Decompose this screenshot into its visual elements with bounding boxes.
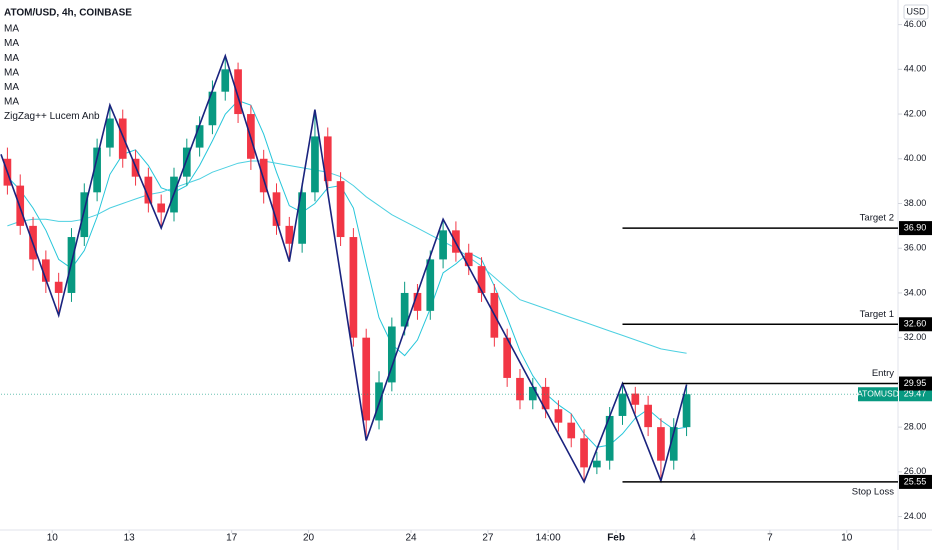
indicator-label: MA	[4, 38, 19, 49]
candle-body	[605, 415, 614, 461]
candle-body	[618, 393, 627, 416]
level-tag	[899, 376, 932, 391]
x-tick-label: 10	[47, 533, 59, 544]
y-tick-label: 42.00	[904, 108, 927, 118]
x-tick-label: 13	[124, 533, 136, 544]
x-tick-label: 24	[405, 533, 417, 544]
candle-body	[259, 158, 268, 193]
y-tick-label: 26.00	[904, 466, 927, 476]
candle-body	[208, 91, 217, 126]
candle-body	[541, 386, 550, 410]
level-tag	[899, 317, 932, 332]
x-tick-label: 20	[303, 533, 315, 544]
moving-average	[7, 160, 687, 354]
candle-body	[182, 147, 191, 177]
candle-body	[157, 203, 166, 213]
y-tick-label: 32.00	[904, 332, 927, 342]
candle-body	[477, 266, 486, 293]
candle-body	[580, 438, 588, 468]
candle-body	[42, 259, 50, 282]
candle-body	[285, 225, 294, 244]
candle-body	[221, 69, 230, 92]
candle-body	[413, 292, 422, 311]
indicator-label: MA	[4, 67, 19, 78]
price-tag-label: 29.47	[904, 389, 927, 399]
candle-body	[400, 292, 409, 327]
candle-body	[93, 147, 101, 193]
candle-body	[323, 136, 332, 182]
candle-body	[144, 176, 153, 204]
level-name: Target 1	[860, 309, 894, 320]
candle-body	[682, 394, 691, 428]
price-tag	[899, 387, 932, 402]
candle-body	[593, 460, 601, 468]
level-tag	[899, 221, 932, 236]
symbol-tag-label: ATOMUSD	[857, 389, 899, 399]
candle-body	[118, 118, 127, 159]
candle-body	[195, 125, 204, 148]
candle-body	[554, 409, 563, 423]
y-tick-label: 34.00	[904, 287, 927, 297]
y-tick-label: 24.00	[904, 511, 927, 521]
candle-body	[272, 192, 281, 226]
candle-body	[387, 326, 396, 383]
candle-body	[54, 281, 63, 293]
level-name: Target 2	[860, 213, 894, 224]
x-tick-label: 4	[690, 533, 696, 544]
x-tick-label: 10	[841, 533, 853, 544]
candle-body	[528, 386, 537, 401]
x-tick-label: 14:00	[536, 533, 561, 544]
candle-body	[669, 427, 678, 461]
chart-title: ATOM/USD, 4h, COINBASE	[4, 8, 132, 19]
level-tag-label: 25.55	[904, 476, 927, 486]
indicator-label: ZigZag++ Lucem Anb	[4, 111, 100, 122]
x-tick-label: 17	[226, 533, 238, 544]
level-tag-label: 36.90	[904, 222, 927, 232]
indicator-label: MA	[4, 82, 19, 93]
candle-body	[439, 230, 447, 260]
level-tag-label: 29.95	[904, 378, 927, 388]
y-tick-label: 44.00	[904, 64, 927, 74]
candle-body	[336, 181, 345, 238]
candle-body	[80, 192, 89, 238]
candle-body	[516, 377, 524, 401]
y-tick-label: 28.00	[904, 422, 927, 432]
candle-body	[298, 192, 306, 244]
candle-body	[362, 337, 371, 421]
candle-body	[311, 136, 319, 193]
currency: USD	[906, 6, 926, 16]
x-tick-label: Feb	[607, 533, 625, 544]
level-name: Entry	[872, 368, 894, 379]
y-tick-label: 38.00	[904, 198, 927, 208]
candle-body	[631, 393, 640, 405]
level-tag-label: 32.60	[904, 319, 927, 329]
level-name: Stop Loss	[852, 486, 894, 497]
candle-body	[349, 237, 358, 338]
candle-body	[426, 259, 435, 311]
symbol-tag	[858, 387, 898, 402]
candle-body	[503, 337, 512, 378]
indicator-label: MA	[4, 97, 19, 108]
x-tick-label: 7	[767, 533, 773, 544]
candle-body	[106, 118, 114, 148]
x-tick-label: 27	[482, 533, 494, 544]
indicator-label: MA	[4, 24, 19, 35]
level-tag	[899, 474, 932, 489]
y-tick-label: 40.00	[904, 153, 927, 163]
indicator-label: MA	[4, 53, 19, 64]
candle-body	[464, 252, 473, 267]
currency-box	[903, 4, 929, 20]
candle-body	[657, 427, 665, 461]
candle-body	[234, 69, 242, 115]
y-tick-label: 36.00	[904, 243, 927, 253]
candle-body	[567, 422, 576, 439]
y-tick-label: 46.00	[904, 19, 927, 29]
candle-body	[644, 404, 652, 428]
